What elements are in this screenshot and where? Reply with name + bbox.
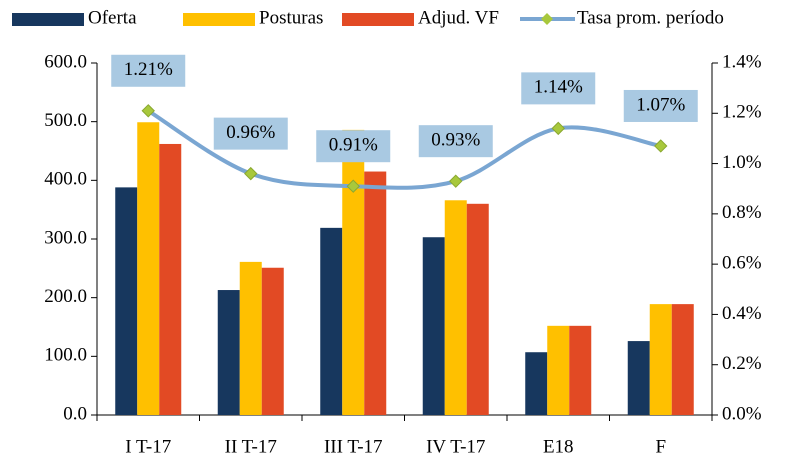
legend-swatch	[12, 13, 84, 26]
legend-label: Oferta	[88, 7, 137, 28]
x-tick-label: E18	[543, 436, 574, 457]
y-tick-label: 0.0	[63, 403, 87, 424]
data-label-box	[418, 125, 493, 158]
data-label-box	[521, 72, 596, 105]
bar	[649, 304, 672, 415]
bar	[627, 341, 650, 415]
bar	[261, 267, 284, 415]
legend-label: Adjud. VF	[418, 7, 499, 28]
legend-label: Tasa prom. período	[577, 7, 724, 28]
x-tick-label: II T-17	[225, 436, 277, 457]
legend-marker	[541, 13, 553, 25]
data-label: 0.91%	[329, 135, 378, 156]
data-label: 0.93%	[431, 130, 480, 151]
x-tick-label: F	[655, 436, 666, 457]
data-label-box	[316, 130, 391, 163]
bar	[239, 261, 262, 415]
line-marker	[654, 139, 668, 153]
bar	[342, 129, 365, 415]
y2-tick-label: 0.8%	[722, 202, 762, 223]
bar	[466, 203, 489, 415]
y2-tick-label: 0.0%	[722, 403, 762, 424]
y-tick-label: 400.0	[44, 169, 87, 190]
line-marker	[346, 179, 360, 193]
y2-tick-label: 0.2%	[722, 353, 762, 374]
y-tick-label: 500.0	[44, 110, 87, 131]
bar	[137, 122, 160, 416]
line	[147, 109, 662, 190]
line-marker	[141, 104, 155, 118]
bar	[569, 325, 592, 415]
data-label-box	[623, 89, 698, 122]
bar	[444, 200, 467, 415]
legend-swatch	[183, 13, 255, 26]
data-label: 1.07%	[636, 94, 685, 115]
data-label: 0.96%	[226, 122, 275, 143]
bar	[525, 352, 548, 415]
y2-tick-label: 1.0%	[722, 152, 762, 173]
bar	[547, 325, 570, 415]
y-tick-label: 200.0	[44, 286, 87, 307]
y-tick-label: 100.0	[44, 345, 87, 366]
line-marker	[551, 121, 565, 136]
data-label: 1.14%	[534, 77, 583, 98]
data-label-box	[111, 54, 186, 87]
legend-swatch	[342, 13, 414, 26]
bar	[320, 227, 343, 415]
line-marker	[244, 166, 258, 181]
data-label-box	[213, 117, 288, 150]
y-tick-label: 600.0	[44, 51, 87, 72]
bar	[159, 143, 182, 415]
y2-tick-label: 1.4%	[722, 51, 762, 72]
line-marker	[449, 174, 463, 188]
x-tick-label: III T-17	[324, 436, 383, 457]
y2-tick-label: 0.4%	[722, 303, 762, 324]
bar	[115, 187, 138, 415]
x-tick-label: I T-17	[125, 436, 171, 457]
x-tick-label: IV T-17	[426, 436, 485, 457]
y-tick-label: 300.0	[44, 227, 87, 248]
bar	[217, 290, 240, 415]
legend-label: Posturas	[259, 7, 323, 28]
bar	[422, 237, 445, 415]
data-label: 1.21%	[124, 59, 173, 80]
bar	[364, 171, 387, 415]
y2-tick-label: 0.6%	[722, 253, 762, 274]
bar	[671, 304, 694, 415]
y2-tick-label: 1.2%	[722, 102, 762, 123]
